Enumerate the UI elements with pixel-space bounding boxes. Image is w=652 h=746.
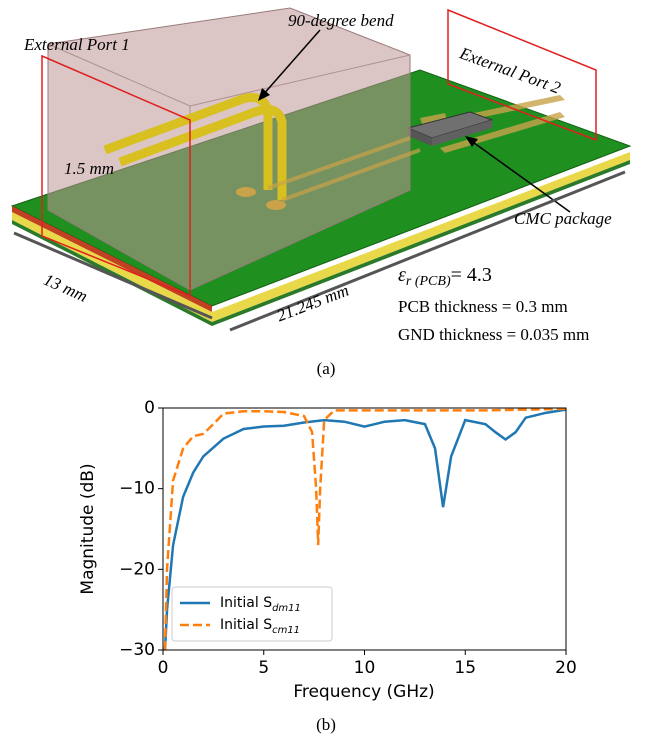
caption-b: (b)	[316, 715, 336, 734]
pcb-thickness: PCB thickness = 0.3 mm	[398, 297, 568, 316]
legend-subscript: dm11	[272, 603, 301, 614]
pitch-label: 1.5 mm	[64, 159, 114, 178]
x-tick-label: 20	[555, 658, 577, 678]
x-tick-label: 5	[258, 658, 269, 678]
x-axis-label: Frequency (GHz)	[293, 682, 434, 702]
width-label: 13 mm	[41, 270, 91, 306]
y-tick-label: −20	[119, 559, 155, 579]
figure: External Port 1 90-degree bend External …	[0, 0, 652, 746]
eps-value: = 4.3	[451, 264, 492, 286]
caption-a: (a)	[317, 359, 336, 378]
bend-label: 90-degree bend	[288, 11, 394, 30]
legend-name: Initial S	[220, 617, 272, 633]
gnd-thickness: GND thickness = 0.035 mm	[398, 325, 589, 344]
y-axis-label: Magnitude (dB)	[78, 463, 98, 594]
x-tick-label: 0	[158, 658, 169, 678]
x-tick-label: 15	[454, 658, 476, 678]
package-label: CMC package	[514, 209, 612, 228]
y-tick-label: 0	[144, 398, 155, 418]
eps-symbol: ε	[398, 264, 406, 286]
y-tick-label: −10	[119, 479, 155, 499]
y-tick-label: −30	[119, 640, 155, 660]
legend-name: Initial S	[220, 595, 272, 611]
eps-subscript: r (PCB)	[406, 274, 451, 289]
x-tick-label: 10	[354, 658, 376, 678]
permittivity: εr (PCB)= 4.3	[398, 264, 492, 290]
port1-label: External Port 1	[23, 35, 130, 54]
legend-subscript: cm11	[272, 625, 300, 636]
